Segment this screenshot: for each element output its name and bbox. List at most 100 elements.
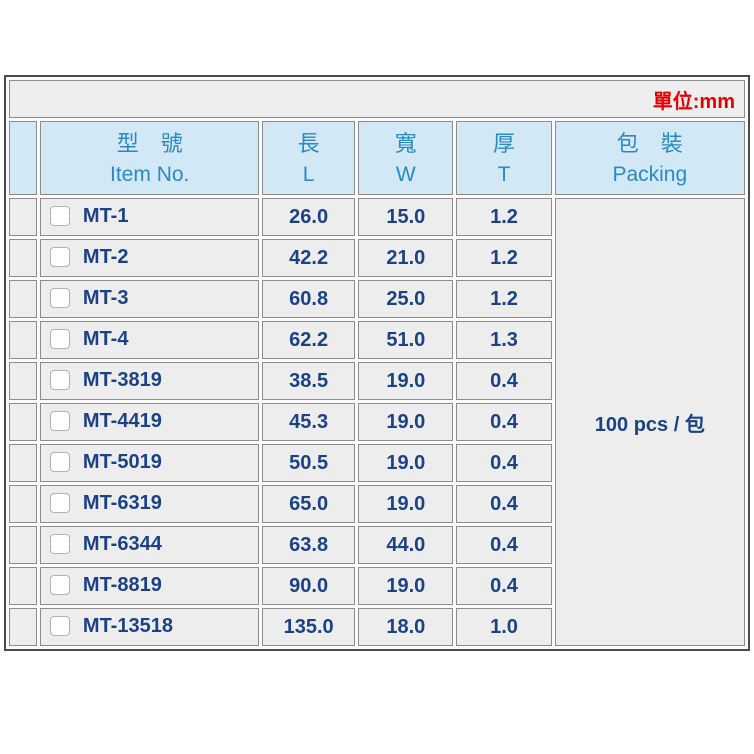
row-index-cell — [9, 444, 38, 482]
item-label: MT-5019 — [82, 451, 162, 474]
table-row: MT-6344 63.8 44.0 0.4 — [9, 526, 745, 564]
item-cell: MT-8819 — [40, 567, 260, 605]
row-index-cell — [9, 526, 38, 564]
item-label: MT-4419 — [82, 410, 162, 433]
item-cell: MT-3 — [40, 280, 260, 318]
item-cell: MT-1 — [40, 198, 260, 236]
item-label: MT-1 — [82, 205, 129, 228]
length-value: 65.0 — [262, 485, 356, 523]
length-value: 63.8 — [262, 526, 356, 564]
thickness-value: 0.4 — [456, 485, 552, 523]
col-header-thickness-zh: 厚 — [492, 131, 515, 156]
width-value: 15.0 — [358, 198, 454, 236]
table-row: MT-5019 50.5 19.0 0.4 — [9, 444, 745, 482]
item-label: MT-13518 — [82, 615, 173, 638]
thickness-value: 1.2 — [456, 239, 552, 277]
width-value: 19.0 — [358, 485, 454, 523]
item-cell: MT-13518 — [40, 608, 260, 646]
thickness-value: 0.4 — [456, 403, 552, 441]
table-row: MT-3819 38.5 19.0 0.4 — [9, 362, 745, 400]
col-header-packing-en: Packing — [612, 163, 688, 186]
length-value: 50.5 — [262, 444, 356, 482]
col-header-packing-zh: 包 裝 — [616, 131, 683, 156]
row-checkbox[interactable] — [50, 247, 71, 268]
item-label: MT-6319 — [82, 492, 162, 515]
width-value: 19.0 — [358, 444, 454, 482]
item-label: MT-3819 — [82, 369, 162, 392]
table-row: MT-2 42.2 21.0 1.2 — [9, 239, 745, 277]
item-label: MT-2 — [82, 246, 129, 269]
length-value: 62.2 — [262, 321, 356, 359]
width-value: 18.0 — [358, 608, 454, 646]
width-value: 25.0 — [358, 280, 454, 318]
row-checkbox[interactable] — [50, 329, 71, 350]
col-header-length-zh: 長 — [297, 131, 320, 156]
row-index-cell — [9, 280, 38, 318]
length-value: 90.0 — [262, 567, 356, 605]
width-value: 51.0 — [358, 321, 454, 359]
spec-table-region: 單位:mm 型 號 Item No. 長 L 寬 W 厚 T — [4, 75, 750, 651]
thickness-value: 1.0 — [456, 608, 552, 646]
item-label: MT-8819 — [82, 574, 162, 597]
width-value: 19.0 — [358, 567, 454, 605]
col-header-packing: 包 裝 Packing — [554, 121, 745, 195]
item-cell: MT-5019 — [40, 444, 260, 482]
length-value: 42.2 — [262, 239, 356, 277]
col-header-select — [9, 121, 38, 195]
item-cell: MT-4 — [40, 321, 260, 359]
table-row: MT-13518 135.0 18.0 1.0 — [9, 608, 745, 646]
table-row: MT-4 62.2 51.0 1.3 — [9, 321, 745, 359]
row-index-cell — [9, 198, 38, 236]
col-header-thickness: 厚 T — [456, 121, 552, 195]
col-header-item-zh: 型 號 — [116, 131, 183, 156]
unit-banner: 單位:mm — [9, 80, 745, 118]
packing-value: 100 pcs / 包 — [554, 198, 745, 646]
row-checkbox[interactable] — [50, 616, 71, 637]
thickness-value: 1.2 — [456, 280, 552, 318]
length-value: 60.8 — [262, 280, 356, 318]
table-row: MT-6319 65.0 19.0 0.4 — [9, 485, 745, 523]
length-value: 26.0 — [262, 198, 356, 236]
item-label: MT-4 — [82, 328, 129, 351]
table-row: MT-1 26.0 15.0 1.2 100 pcs / 包 — [9, 198, 745, 646]
col-header-item: 型 號 Item No. — [40, 121, 260, 195]
thickness-value: 1.3 — [456, 321, 552, 359]
row-index-cell — [9, 403, 38, 441]
unit-banner-row: 單位:mm — [9, 80, 745, 118]
thickness-value: 0.4 — [456, 444, 552, 482]
length-value: 135.0 — [262, 608, 356, 646]
col-header-item-en: Item No. — [110, 163, 190, 186]
item-cell: MT-2 — [40, 239, 260, 277]
col-header-width: 寬 W — [358, 121, 454, 195]
item-label: MT-6344 — [82, 533, 162, 556]
thickness-value: 1.2 — [456, 198, 552, 236]
row-checkbox[interactable] — [50, 452, 71, 473]
width-value: 19.0 — [358, 362, 454, 400]
item-cell: MT-6319 — [40, 485, 260, 523]
width-value: 44.0 — [358, 526, 454, 564]
width-value: 19.0 — [358, 403, 454, 441]
col-header-length-en: L — [302, 163, 315, 186]
row-index-cell — [9, 362, 38, 400]
thickness-value: 0.4 — [456, 567, 552, 605]
spec-table: 單位:mm 型 號 Item No. 長 L 寬 W 厚 T — [4, 75, 750, 651]
row-checkbox[interactable] — [50, 575, 71, 596]
row-index-cell — [9, 485, 38, 523]
row-checkbox[interactable] — [50, 534, 71, 555]
item-cell: MT-3819 — [40, 362, 260, 400]
table-row: MT-8819 90.0 19.0 0.4 — [9, 567, 745, 605]
thickness-value: 0.4 — [456, 526, 552, 564]
row-checkbox[interactable] — [50, 206, 71, 227]
length-value: 45.3 — [262, 403, 356, 441]
item-label: MT-3 — [82, 287, 129, 310]
item-cell: MT-6344 — [40, 526, 260, 564]
thickness-value: 0.4 — [456, 362, 552, 400]
row-index-cell — [9, 321, 38, 359]
row-checkbox[interactable] — [50, 493, 71, 514]
length-value: 38.5 — [262, 362, 356, 400]
col-header-width-en: W — [395, 163, 416, 186]
row-checkbox[interactable] — [50, 370, 71, 391]
col-header-length: 長 L — [262, 121, 356, 195]
row-checkbox[interactable] — [50, 288, 71, 309]
row-checkbox[interactable] — [50, 411, 71, 432]
